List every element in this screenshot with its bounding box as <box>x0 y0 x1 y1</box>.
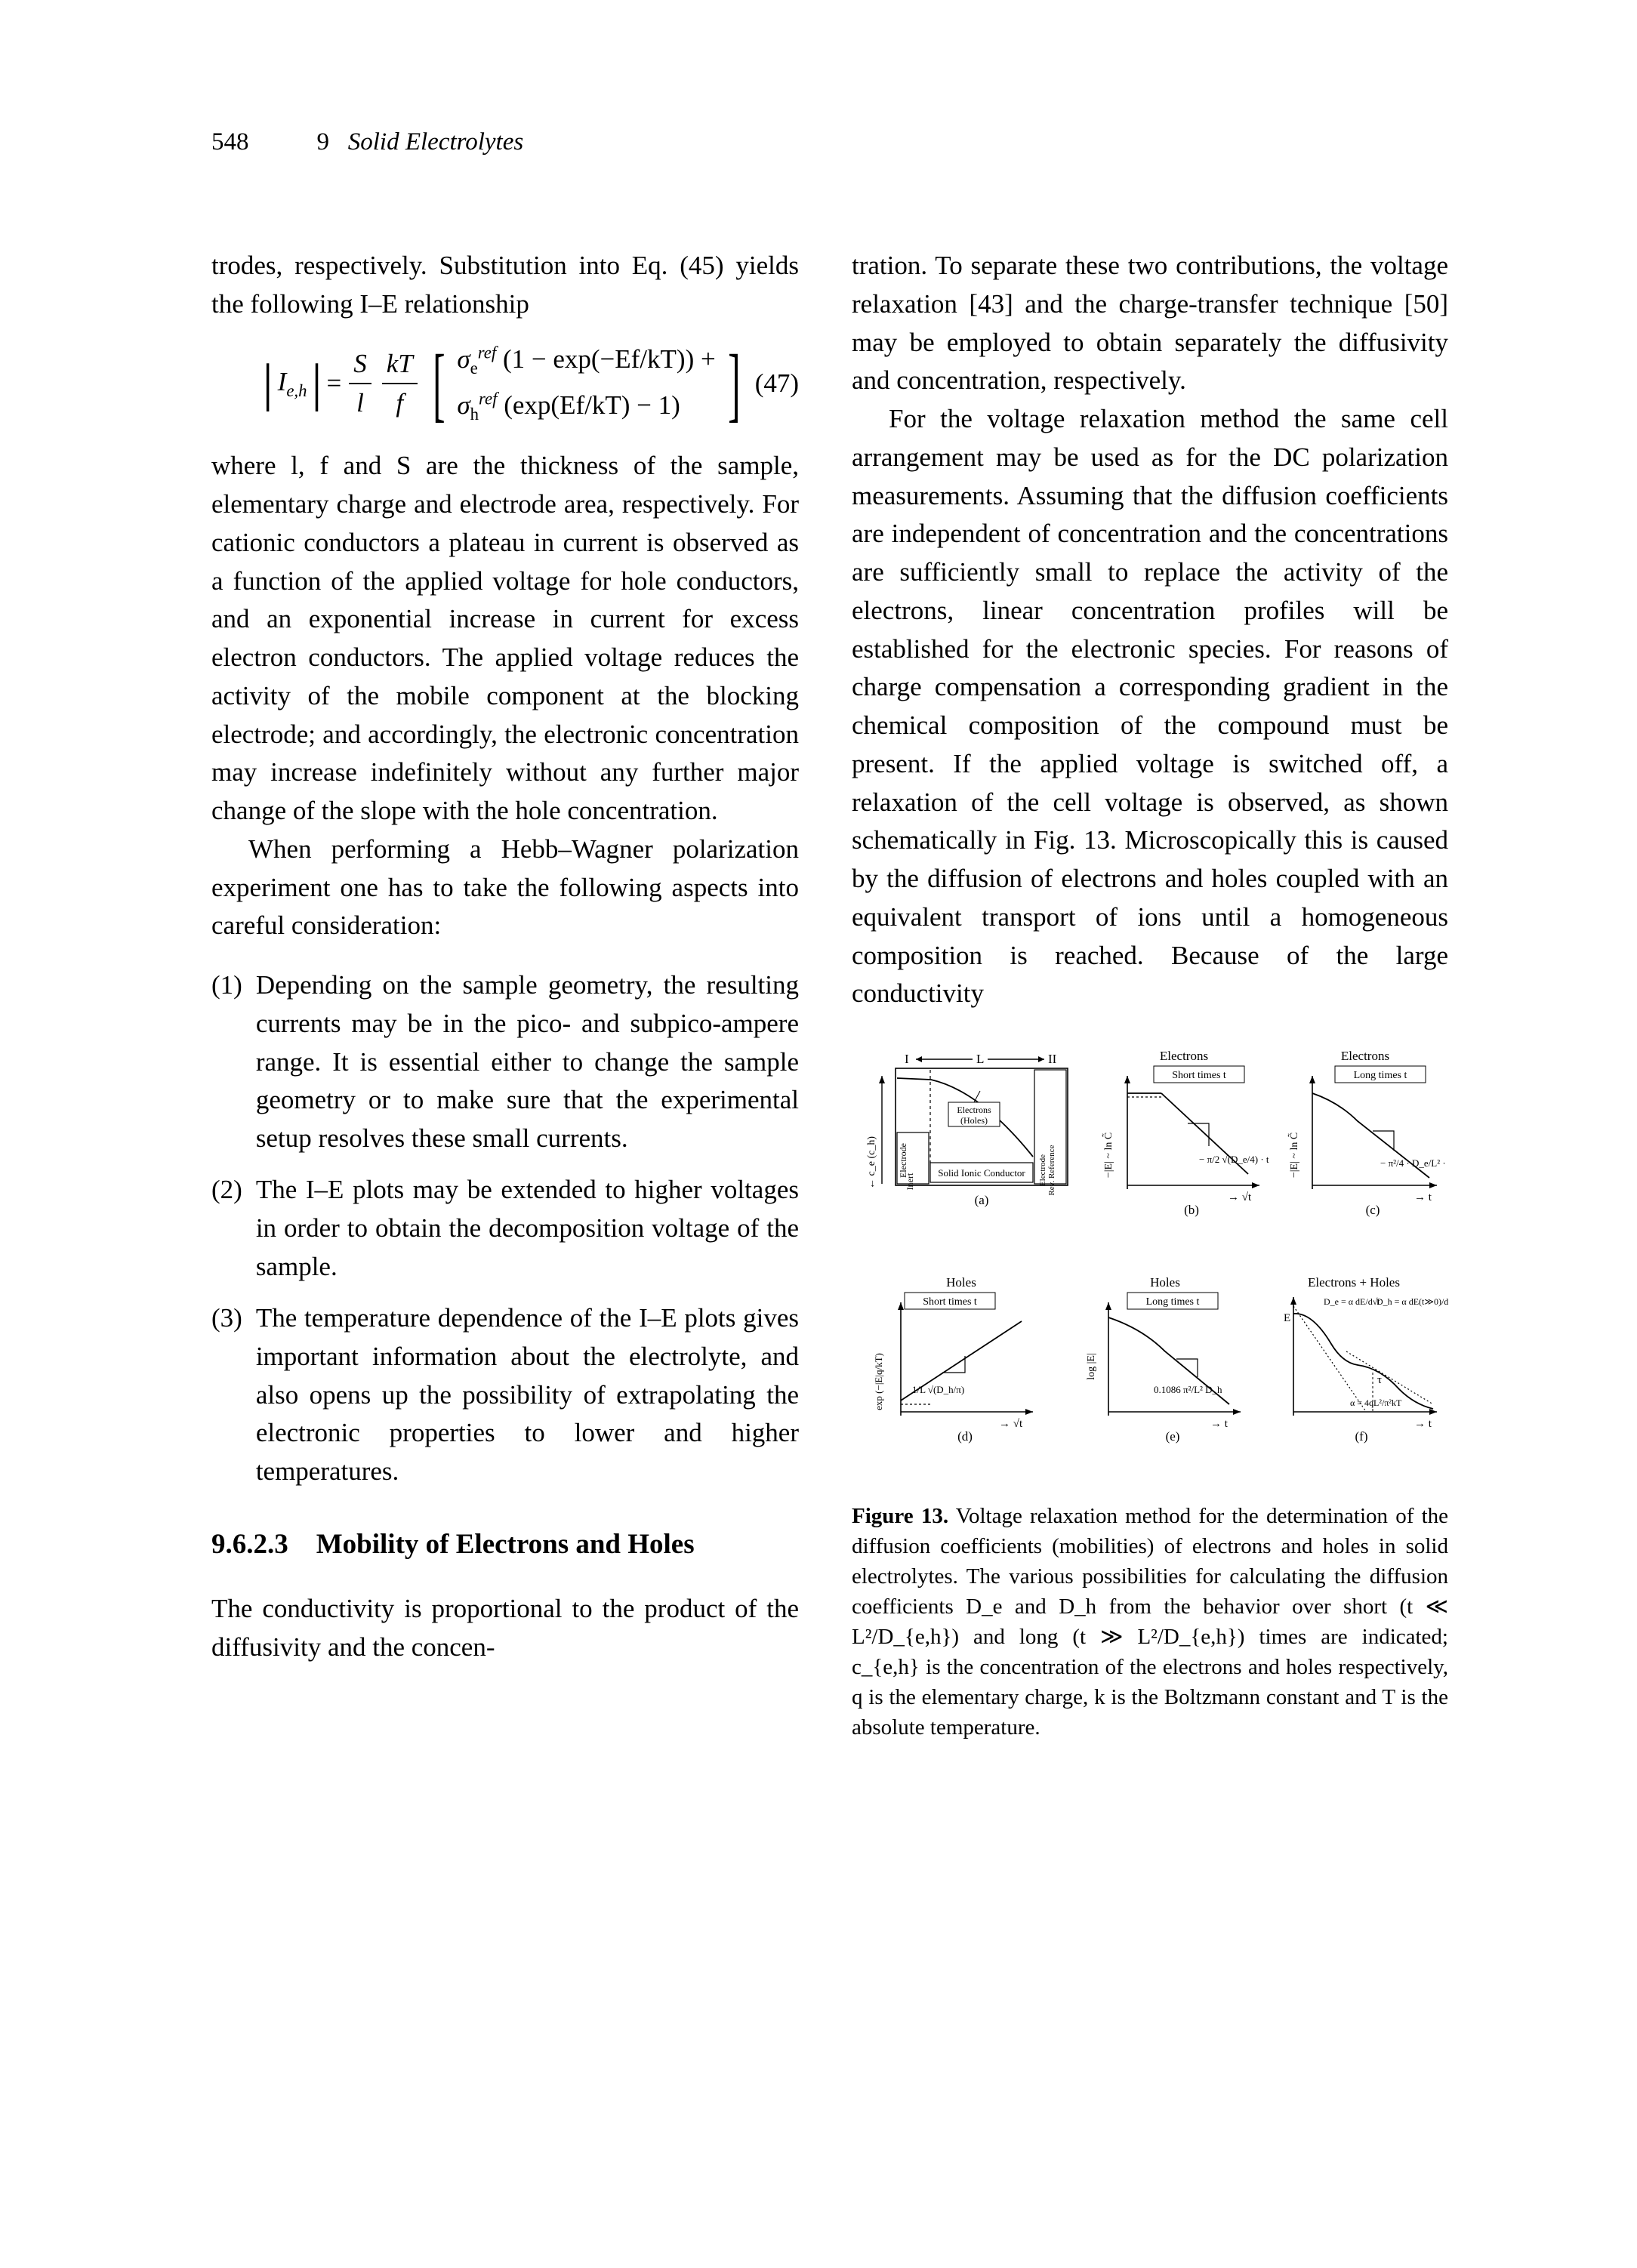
panel-b-ylabel: −|E| ~ ln C̃ <box>1102 1132 1114 1178</box>
panel-b-title: Electrons <box>1160 1049 1208 1063</box>
page-header: 548 9 Solid Electrolytes <box>211 128 1448 156</box>
panel-d-formula: 1/L √(D_h/π) <box>912 1384 964 1395</box>
panel-e-label: (e) <box>1166 1429 1180 1444</box>
left-p2: where l, f and S are the thickness of th… <box>211 447 799 830</box>
left-column: trodes, respectively. Substitution into … <box>211 247 799 1743</box>
panel-c-xlabel: → t <box>1414 1191 1432 1203</box>
panel-f-xlabel: → t <box>1414 1418 1432 1430</box>
panel-f-tau: τ <box>1377 1374 1382 1386</box>
panel-a-right-box-2: Electrode <box>1038 1154 1047 1186</box>
panel-c-label: (c) <box>1366 1203 1380 1217</box>
list-item: (3) The temperature dependence of the I–… <box>211 1299 799 1491</box>
two-column-layout: trodes, respectively. Substitution into … <box>211 247 1448 1743</box>
panel-e-ylabel: log |E| <box>1086 1353 1097 1380</box>
panel-f-alpha: α = 4qL²/π²kT <box>1350 1397 1402 1408</box>
sigma-h-sub: h <box>470 405 479 424</box>
panel-d-box: Short times t <box>923 1296 977 1308</box>
panel-a-top-I: I <box>905 1052 909 1066</box>
panel-b-label: (b) <box>1184 1203 1199 1217</box>
panel-e-formula: 0.1086 π²/L² D_h <box>1154 1384 1222 1395</box>
frac2-den: f <box>391 384 408 423</box>
list-text-2: The I–E plots may be extended to higher … <box>256 1171 799 1286</box>
panel-f-Dh: D_h = α dE(t≫0)/d√t <box>1376 1296 1448 1307</box>
panel-b-box: Short times t <box>1172 1070 1226 1081</box>
panel-a-label: (a) <box>975 1193 989 1207</box>
right-p1: tration. To separate these two contribut… <box>852 247 1448 400</box>
figure-13-svg: I L II Inert Electrode <box>852 1042 1448 1480</box>
panel-a-y-label: ← c_e (c_h) <box>866 1136 877 1189</box>
sigma-h: σ <box>457 390 470 420</box>
figure-13: I L II Inert Electrode <box>852 1042 1448 1743</box>
left-p4: The conductivity is proportional to the … <box>211 1590 799 1667</box>
panel-a-left-box-2: Electrode <box>898 1143 908 1178</box>
list-text-3: The temperature dependence of the I–E pl… <box>256 1299 799 1491</box>
equation-number-47: (47) <box>755 365 799 403</box>
list-marker-1: (1) <box>211 966 242 1158</box>
panel-d-title: Holes <box>946 1275 976 1290</box>
panel-d-label: (d) <box>957 1429 973 1444</box>
section-number: 9.6.2.3 <box>211 1529 288 1560</box>
panel-e-title: Holes <box>1150 1275 1180 1290</box>
sigma-e-sup: ref <box>478 343 496 362</box>
eq-I-sub: e,h <box>286 381 307 400</box>
panel-f-label: (f) <box>1355 1429 1368 1444</box>
eq-row2-paren: (exp(Ef/kT) − 1) <box>504 390 680 420</box>
equation-47: | Ie,h | = S l kT f [ σeref <box>211 341 799 428</box>
panel-e-box: Long times t <box>1146 1296 1200 1308</box>
figure-13-caption-body: Voltage relaxation method for the determ… <box>852 1504 1448 1740</box>
eq-row1-paren: (1 − exp(−Ef/kT)) + <box>503 344 716 374</box>
panel-f-De: D_e = α dE/d√t <box>1324 1296 1380 1307</box>
sigma-e: σ <box>457 344 470 374</box>
figure-13-caption: Figure 13. Voltage relaxation method for… <box>852 1501 1448 1743</box>
panel-a-mid-label1: Electrons <box>957 1105 991 1115</box>
bracket-close: ] <box>728 359 740 408</box>
consideration-list: (1) Depending on the sample geometry, th… <box>211 966 799 1491</box>
left-p3: When performing a Hebb–Wagner polarizati… <box>211 830 799 945</box>
frac1-num: S <box>349 345 371 385</box>
bracket-open: [ <box>433 359 445 408</box>
panel-f-ylabel: E <box>1284 1312 1290 1324</box>
sigma-e-sub: e <box>470 359 478 377</box>
sigma-h-sup: ref <box>479 390 497 408</box>
section-heading-9-6-2-3: 9.6.2.3 Mobility of Electrons and Holes <box>211 1524 799 1565</box>
panel-d-xlabel: → √t <box>999 1418 1023 1430</box>
page-number: 548 <box>211 128 249 156</box>
panel-a-top-L: L <box>976 1052 984 1066</box>
panel-a-mid-label2: (Holes) <box>960 1115 988 1126</box>
figure-13-caption-lead: Figure 13. <box>852 1504 948 1528</box>
chapter-number: 9 <box>317 128 330 156</box>
eq-equals: = <box>327 365 342 403</box>
list-marker-3: (3) <box>211 1299 242 1491</box>
panel-d-ylabel: exp (−|E|q/kT) <box>873 1353 884 1410</box>
left-p1: trodes, respectively. Substitution into … <box>211 247 799 324</box>
panel-a-top-II: II <box>1048 1052 1057 1066</box>
list-item: (1) Depending on the sample geometry, th… <box>211 966 799 1158</box>
panel-a-bottom-box: Solid Ionic Conductor <box>938 1167 1025 1179</box>
section-title: Mobility of Electrons and Holes <box>316 1529 695 1560</box>
panel-c-title: Electrons <box>1341 1049 1389 1063</box>
list-text-1: Depending on the sample geometry, the re… <box>256 966 799 1158</box>
panel-b-xlabel: → √t <box>1228 1191 1252 1203</box>
panel-c-ylabel: −|E| ~ ln C̃ <box>1287 1132 1300 1178</box>
eq-I: I <box>278 367 287 396</box>
list-marker-2: (2) <box>211 1171 242 1286</box>
panel-f-title: Electrons + Holes <box>1308 1275 1400 1290</box>
right-p2: For the voltage relaxation method the sa… <box>852 400 1448 1013</box>
right-column: tration. To separate these two contribut… <box>852 247 1448 1743</box>
panel-b-formula: − π/2 √(D_e/4) · t <box>1199 1154 1269 1165</box>
panel-c-box: Long times t <box>1354 1070 1407 1081</box>
frac2-num: kT <box>382 345 418 385</box>
frac1-den: l <box>352 384 368 423</box>
chapter-title: Solid Electrolytes <box>348 128 523 156</box>
panel-a-right-box-1: Rev. Reference <box>1047 1145 1056 1195</box>
panel-c-formula: − π²/4 · D_e/L² · t <box>1380 1157 1448 1169</box>
panel-e-xlabel: → t <box>1210 1418 1229 1430</box>
list-item: (2) The I–E plots may be extended to hig… <box>211 1171 799 1286</box>
